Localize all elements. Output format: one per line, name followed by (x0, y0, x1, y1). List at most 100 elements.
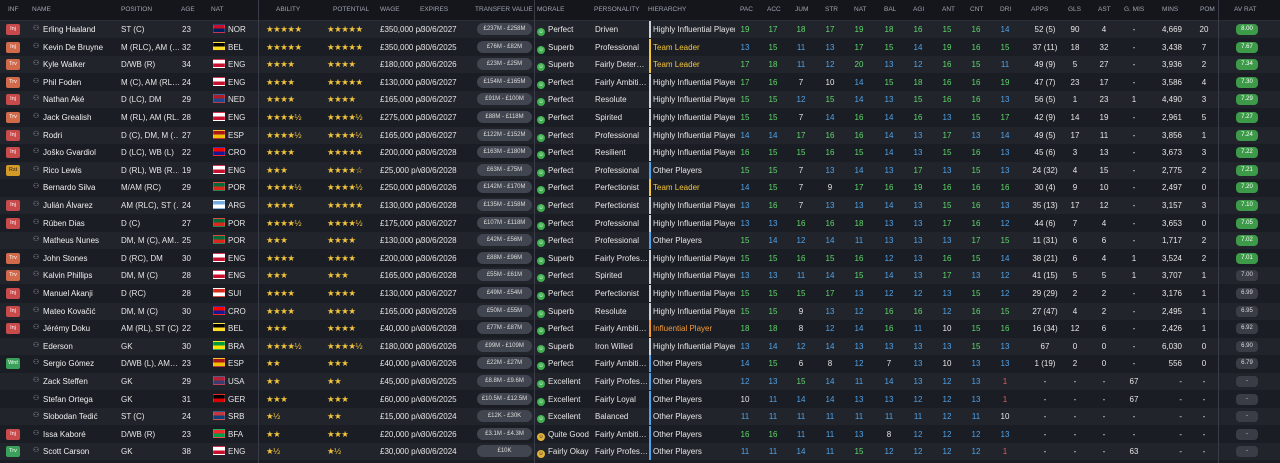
transfer-value[interactable]: £107M - £118M (477, 216, 532, 229)
table-row[interactable]: ⚇ Stefan Ortega GK 31 GER ★★★ ★★★ £60,000 p/w 30… (0, 390, 1280, 408)
player-name[interactable]: Slobodan Tedić (43, 412, 98, 422)
info-badge[interactable]: Trv (6, 252, 20, 264)
col-av-rat[interactable]: AV RAT (1234, 6, 1257, 13)
transfer-value[interactable]: £23M - £25M (477, 58, 532, 71)
transfer-value[interactable]: £76M - £82M (477, 40, 532, 53)
info-badge[interactable]: Trv (6, 446, 20, 458)
col-bal[interactable]: BAL (884, 6, 897, 13)
player-name[interactable]: Kyle Walker (43, 60, 86, 70)
player-name[interactable]: Scott Carson (43, 447, 90, 457)
player-name[interactable]: Rodri (43, 130, 63, 140)
info-badge[interactable] (6, 341, 20, 352)
player-name[interactable]: Rico Lewis (43, 165, 82, 175)
transfer-value[interactable]: £3.1M - £4.3M (477, 427, 532, 440)
col-position[interactable]: POSITION (121, 6, 153, 13)
info-badge[interactable]: Inj (6, 323, 20, 335)
info-badge[interactable]: Inj (6, 94, 20, 106)
info-badge[interactable] (6, 394, 20, 405)
player-name[interactable]: Sergio Gómez (43, 359, 95, 369)
player-name[interactable]: Matheus Nunes (43, 236, 100, 246)
col-jum[interactable]: JUM (795, 6, 809, 13)
table-row[interactable]: Trv ⚇ John Stones D (RC), DM 30 ENG ★★★★ ★★★★ £2… (0, 249, 1280, 267)
table-row[interactable]: Inj ⚇ Nathan Aké D (LC), DM 29 NED ★★★★ ★★★★ £16… (0, 91, 1280, 109)
player-name[interactable]: Kalvin Phillips (43, 271, 93, 281)
transfer-value[interactable]: £99M - £109M (477, 339, 532, 352)
col-inf[interactable]: INF (8, 6, 19, 13)
table-row[interactable]: Trv ⚇ Jack Grealish M (RL), AM (RL… 28 ENG ★★★… (0, 109, 1280, 126)
player-name[interactable]: Kevin De Bruyne (43, 42, 104, 52)
player-name[interactable]: Stefan Ortega (43, 394, 93, 404)
col-expires[interactable]: EXPIRES (420, 6, 449, 13)
col-str[interactable]: STR (825, 6, 838, 13)
table-row[interactable]: ⚇Ederson GK 30 BRA ★★★★½ ★★★★½ £180,000 p/w30/… (0, 337, 1280, 355)
transfer-value[interactable]: £154M - £165M (477, 75, 532, 88)
col-ast[interactable]: AST (1098, 6, 1111, 13)
transfer-value[interactable]: £88M - £118M (477, 111, 532, 123)
table-row[interactable]: Trv ⚇ Kalvin Phillips DM, M (C) 28 ENG ★★★ ★★★ £… (0, 267, 1280, 285)
col-pac[interactable]: PAC (740, 6, 753, 13)
transfer-value[interactable]: £91M - £100M (477, 93, 532, 106)
info-badge[interactable]: Inj (6, 147, 20, 159)
player-name[interactable]: Ederson (43, 341, 73, 351)
transfer-value[interactable]: £8.8M - £9.6M (477, 375, 532, 387)
table-row[interactable]: Inj ⚇ Erling Haaland ST (C) 23 NOR ★★★★★ ★★★★★ £… (0, 21, 1280, 38)
table-row[interactable]: Inj ⚇ Jérémy Doku AM (RL), ST (C) 22 BEL ★★★ ★★… (0, 320, 1280, 338)
col-name[interactable]: NAME (32, 6, 51, 13)
col-age[interactable]: AGE (181, 6, 195, 13)
table-row[interactable]: Inj ⚇ Manuel Akanji D (RC) 28 SUI ★★★★ ★★★★ £130… (0, 285, 1280, 302)
info-badge[interactable]: Trv (6, 270, 20, 282)
player-name[interactable]: Jérémy Doku (43, 324, 91, 334)
info-badge[interactable]: Inj (6, 129, 20, 141)
info-badge[interactable]: Inj (6, 200, 20, 211)
col-acc[interactable]: ACC (767, 6, 781, 13)
table-row[interactable]: Trv ⚇ Kyle Walker D/WB (R) 34 ENG ★★★★ ★★★★ £180… (0, 56, 1280, 74)
info-badge[interactable]: Inj (6, 24, 20, 35)
transfer-value[interactable]: £12K - £30K (477, 410, 532, 423)
col-nat[interactable]: NAT (211, 6, 224, 13)
player-name[interactable]: Joško Gvardiol (43, 148, 96, 158)
info-badge[interactable]: Inj (6, 428, 20, 440)
col-g-mis[interactable]: G. MIS (1124, 6, 1145, 13)
col-personality[interactable]: PERSONALITY (594, 6, 640, 13)
info-badge[interactable] (6, 376, 20, 387)
player-name[interactable]: Jack Grealish (43, 113, 92, 122)
player-name[interactable]: Erling Haaland (43, 25, 96, 34)
info-badge[interactable]: Trv (6, 76, 20, 88)
player-name[interactable]: Issa Kaboré (43, 429, 86, 439)
col-morale[interactable]: MORALE (537, 6, 565, 13)
transfer-value[interactable]: £142M - £170M (477, 181, 532, 194)
col-dri[interactable]: DRI (1000, 6, 1012, 13)
table-row[interactable]: Inj ⚇ Julián Álvarez AM (RLC), ST (… 24 ARG ★★… (0, 197, 1280, 214)
col-cnt[interactable]: CNT (970, 6, 984, 13)
info-badge[interactable]: Rst (6, 164, 20, 176)
col-ability[interactable]: ABILITY (276, 6, 301, 13)
transfer-value[interactable]: £63M - £75M (477, 163, 532, 176)
table-row[interactable]: Inj ⚇ Kevin De Bruyne M (RLC), AM (… 32 BEL ★★… (0, 38, 1280, 56)
col-agi[interactable]: AGI (913, 6, 925, 13)
table-row[interactable]: ⚇ Bernardo Silva M/AM (RC) 29 POR ★★★★½ ★★★★½ £… (0, 179, 1280, 197)
transfer-value[interactable]: £49M - £54M (477, 287, 532, 299)
col-nat-attr[interactable]: NAT (854, 6, 867, 13)
transfer-value[interactable]: £10K (477, 445, 532, 458)
transfer-value[interactable]: £122M - £152M (477, 128, 532, 141)
table-row[interactable]: ⚇ Zack Steffen GK 29 USA ★★ ★★ £45,000 p/w 30/6/… (0, 373, 1280, 390)
col-apps[interactable]: APPS (1031, 6, 1049, 13)
player-name[interactable]: John Stones (43, 253, 88, 263)
transfer-value[interactable]: £50M - £55M (477, 304, 532, 317)
transfer-value[interactable]: £163M - £180M (477, 146, 532, 159)
player-name[interactable]: Phil Foden (43, 77, 82, 87)
player-name[interactable]: Julián Álvarez (43, 201, 93, 210)
table-row[interactable]: Inj ⚇ Mateo Kovačić DM, M (C) 30 CRO ★★★★ ★★★★ £… (0, 302, 1280, 320)
col-hierarchy[interactable]: HIERARCHY (648, 6, 687, 13)
info-badge[interactable]: Inj (6, 305, 20, 317)
transfer-value[interactable]: £135M - £158M (477, 199, 532, 211)
transfer-value[interactable]: £77M - £87M (477, 322, 532, 335)
table-row[interactable]: ⚇ Slobodan Tedić ST (C) 24 SRB ★½ ★★ £15,000 p/… (0, 408, 1280, 426)
table-row[interactable]: Inj ⚇ Issa Kaboré D/WB (R) 23 BFA ★★ ★★★ £20,000… (0, 425, 1280, 443)
info-badge[interactable]: Wnt (6, 358, 20, 370)
col-mins[interactable]: MINS (1162, 6, 1179, 13)
info-badge[interactable]: Trv (6, 59, 20, 71)
col-ant[interactable]: ANT (942, 6, 955, 13)
info-badge[interactable]: Trv (6, 112, 20, 123)
transfer-value[interactable]: £42M - £56M (477, 234, 532, 247)
